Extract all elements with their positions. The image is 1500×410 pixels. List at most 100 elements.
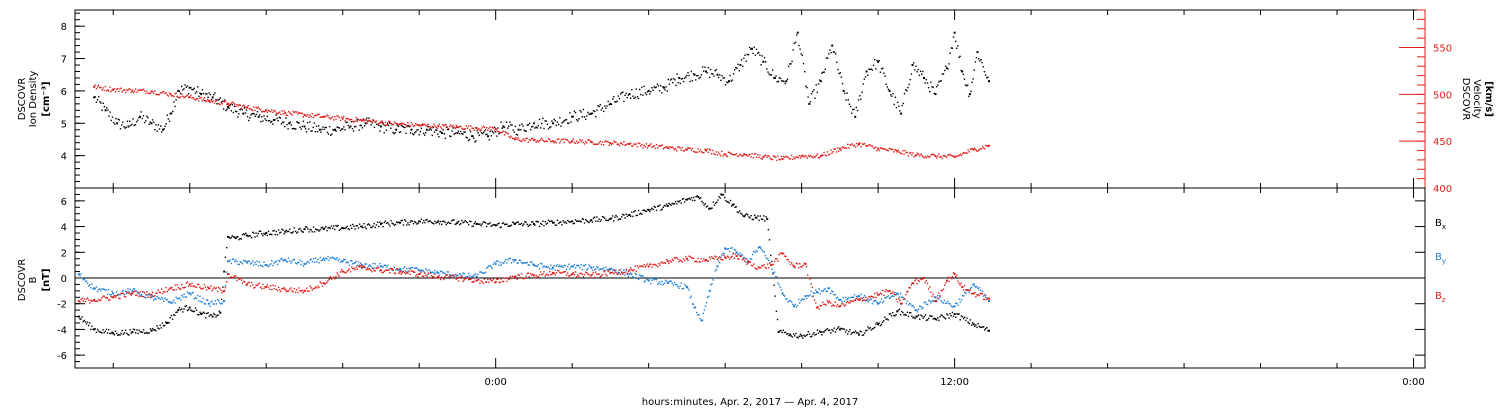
bz-series-point (858, 298, 860, 301)
bx-series-point (768, 239, 771, 241)
bz-series-point (682, 258, 685, 260)
bz-series-point (214, 287, 217, 290)
bz-series-point (760, 267, 762, 269)
by-series-point (812, 292, 815, 294)
density-series-point (431, 134, 433, 137)
velocity-series-point (888, 147, 891, 150)
bz-series-point (849, 302, 851, 304)
bx-series-point (318, 230, 320, 232)
density-series-point (958, 56, 960, 59)
density-series-point (973, 69, 975, 71)
bz-series-point (471, 281, 473, 283)
bz-series-point (754, 267, 756, 269)
velocity-series-point (658, 145, 660, 147)
density-series-point (745, 60, 747, 62)
density-series-point (979, 60, 981, 62)
bz-series-point (577, 274, 579, 276)
bz-series-point (917, 279, 919, 281)
velocity-series-point (307, 114, 309, 116)
density-series-point (717, 76, 720, 79)
by-series-point (247, 260, 249, 262)
density-series-point (148, 123, 150, 125)
legend-by: By (1435, 252, 1446, 265)
bx-series-point (122, 333, 125, 335)
bz-series-point (442, 276, 444, 279)
bz-series-point (279, 289, 281, 291)
density-series-point (130, 124, 132, 127)
bx-series-point (735, 206, 737, 208)
bx-series-point (642, 209, 644, 212)
velocity-series-point (160, 92, 163, 94)
by-series-point (402, 267, 405, 269)
bx-series-point (547, 219, 550, 221)
bx-series-point (706, 205, 709, 207)
velocity-series-point (471, 127, 473, 129)
bx-series-point (553, 221, 555, 224)
bx-series-point (119, 334, 121, 336)
velocity-series-point (396, 123, 398, 125)
bz-series-point (484, 281, 487, 283)
bz-series-point (117, 294, 119, 296)
bz-series-point (113, 295, 116, 297)
velocity-series-point (312, 116, 315, 119)
by-series-point (928, 299, 930, 302)
velocity-series-point (454, 127, 456, 130)
bx-series-point (917, 314, 920, 316)
velocity-series-point (534, 139, 536, 141)
velocity-series-point (833, 148, 835, 150)
bx-series-point (365, 227, 367, 230)
by-series-point (181, 294, 183, 297)
density-series-point (715, 68, 717, 71)
density-series-point (921, 73, 923, 75)
density-series-point (763, 56, 766, 59)
by-series-point (248, 260, 250, 263)
bx-series-point (765, 216, 767, 218)
velocity-series-point (759, 154, 761, 156)
bx-series-point (281, 228, 283, 230)
velocity-series-point (447, 127, 450, 130)
bz-series-point (121, 292, 123, 295)
density-series-point (183, 88, 185, 90)
bx-series-point (647, 208, 650, 211)
bz-series-point (475, 279, 478, 282)
density-series-point (561, 122, 563, 124)
velocity-series-point (212, 100, 215, 102)
bx-series-point (696, 195, 698, 197)
bz-series-point (880, 293, 883, 295)
bx-series-point (609, 217, 612, 220)
bz-series-point (776, 258, 778, 260)
velocity-series-point (844, 146, 847, 149)
by-series-point (270, 263, 272, 265)
velocity-series-point (907, 155, 910, 157)
density-series-point (310, 130, 312, 132)
bz-series-point (135, 294, 137, 296)
bz-series-point (408, 270, 410, 272)
bx-series-point (427, 220, 429, 223)
bz-series-point (590, 274, 593, 277)
bx-series-point (750, 215, 752, 217)
bz-series-point (513, 275, 516, 278)
bx-series-point (852, 331, 855, 333)
velocity-series-point (477, 129, 479, 131)
by-series-point (370, 265, 372, 267)
bx-series-point (987, 330, 989, 332)
bx-series-point (249, 235, 252, 237)
density-series-point (750, 47, 753, 50)
density-series-point (486, 133, 488, 135)
velocity-series-point (508, 135, 510, 138)
bz-series-point (710, 255, 713, 258)
velocity-series-point (947, 154, 949, 156)
density-series-point (444, 137, 447, 139)
bx-series-point (157, 327, 159, 329)
density-series-point (467, 139, 470, 142)
velocity-series-point (786, 156, 788, 158)
bz-series-point (867, 297, 869, 300)
bz-series-point (840, 304, 842, 307)
velocity-series-point (275, 112, 277, 114)
bz-series-point (491, 280, 493, 282)
density-series-point (272, 119, 275, 121)
density-series-point (489, 130, 491, 133)
density-series-point (893, 103, 895, 106)
by-series-point (214, 300, 217, 302)
